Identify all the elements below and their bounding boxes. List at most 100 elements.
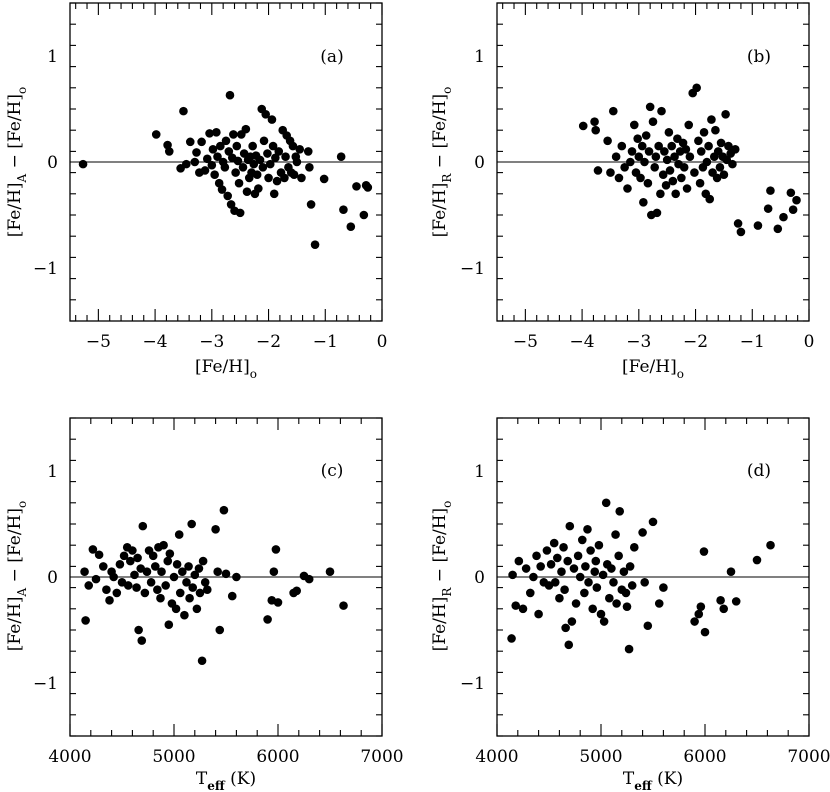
data-point (98, 562, 108, 571)
x-tick-label: 5000 (152, 747, 195, 767)
data-point (611, 530, 620, 539)
y-tick-labels: −1 0 1 (460, 47, 485, 279)
data-point (659, 583, 668, 592)
data-point (665, 166, 675, 175)
data-point (629, 120, 639, 130)
data-point (639, 197, 648, 207)
data-point (339, 205, 348, 214)
scatter-points (78, 90, 373, 249)
data-point (623, 184, 632, 193)
data-point (636, 173, 645, 183)
y-tick-label: −1 (460, 674, 485, 694)
data-point (580, 588, 589, 598)
data-point (198, 556, 208, 566)
data-point (171, 604, 181, 614)
data-point (555, 593, 564, 603)
data-point (712, 173, 722, 183)
x-tick-label: 7000 (360, 747, 403, 767)
x-tick-label: 7000 (787, 747, 830, 767)
data-point (115, 559, 125, 569)
data-point (724, 141, 733, 151)
data-point (677, 173, 686, 183)
data-point (268, 141, 278, 151)
data-point (667, 141, 677, 151)
y-tick-label: 1 (474, 462, 485, 482)
data-point (130, 570, 139, 580)
x-tick-label: −3 (199, 332, 224, 352)
data-point (640, 157, 649, 167)
data-point (542, 546, 552, 555)
data-point (525, 588, 535, 598)
data-point (716, 138, 726, 148)
data-point (626, 157, 635, 167)
x-tick-label: −1 (313, 332, 338, 352)
data-point (288, 141, 298, 151)
data-point (223, 191, 233, 201)
data-point (766, 540, 775, 550)
y-tick-label: −1 (33, 674, 58, 694)
data-point (226, 200, 236, 209)
data-point (359, 210, 369, 220)
data-point (208, 144, 218, 154)
data-point (269, 567, 279, 576)
data-point (590, 117, 599, 127)
data-point (656, 189, 665, 199)
data-point (310, 240, 320, 249)
data-point (172, 559, 182, 569)
data-point (645, 102, 655, 112)
data-point (564, 640, 574, 650)
data-point (511, 601, 521, 610)
data-point (726, 567, 736, 576)
y-tick-label: 0 (474, 568, 485, 588)
data-point (238, 163, 248, 172)
data-point (303, 147, 313, 156)
data-point (594, 540, 604, 550)
data-point (684, 120, 694, 130)
data-point (352, 182, 361, 191)
data-point (681, 144, 691, 154)
data-point (91, 574, 101, 584)
data-point (591, 556, 601, 566)
data-point (605, 593, 614, 603)
x-tick-label: 4000 (48, 747, 91, 767)
data-point (271, 545, 281, 554)
data-point (80, 567, 89, 576)
data-point (305, 163, 314, 172)
y-tick-labels: −1 0 1 (460, 462, 485, 694)
y-axis-label: [Fe/H]R − [Fe/H]o (430, 501, 454, 652)
data-point (654, 599, 664, 608)
data-point (339, 601, 348, 610)
data-point (164, 620, 174, 629)
data-point (728, 159, 737, 169)
data-point (220, 163, 230, 172)
data-point (325, 567, 335, 576)
x-axis-label: Teff (K) (196, 769, 256, 792)
data-point (273, 598, 283, 607)
data-point (573, 551, 583, 561)
data-point (102, 585, 111, 595)
data-point (627, 581, 637, 590)
data-point (664, 128, 674, 137)
x-tick-label: 0 (804, 332, 815, 352)
data-point (150, 562, 160, 571)
data-point (137, 636, 147, 645)
data-point (592, 583, 602, 592)
x-axis-label: [Fe/H]o (195, 357, 257, 381)
data-point (606, 168, 615, 177)
data-point (584, 578, 593, 587)
data-point (190, 570, 200, 580)
data-point (221, 569, 231, 579)
data-point (601, 498, 611, 508)
data-point (716, 596, 725, 605)
data-point (661, 181, 671, 190)
data-point (157, 567, 166, 576)
data-point (306, 200, 316, 209)
data-point (699, 128, 709, 137)
data-point (581, 562, 590, 571)
scatter-points (507, 498, 775, 654)
data-point (212, 128, 221, 137)
data-point (254, 184, 263, 193)
data-point (614, 173, 624, 183)
data-point (668, 176, 678, 186)
data-point (532, 551, 541, 561)
